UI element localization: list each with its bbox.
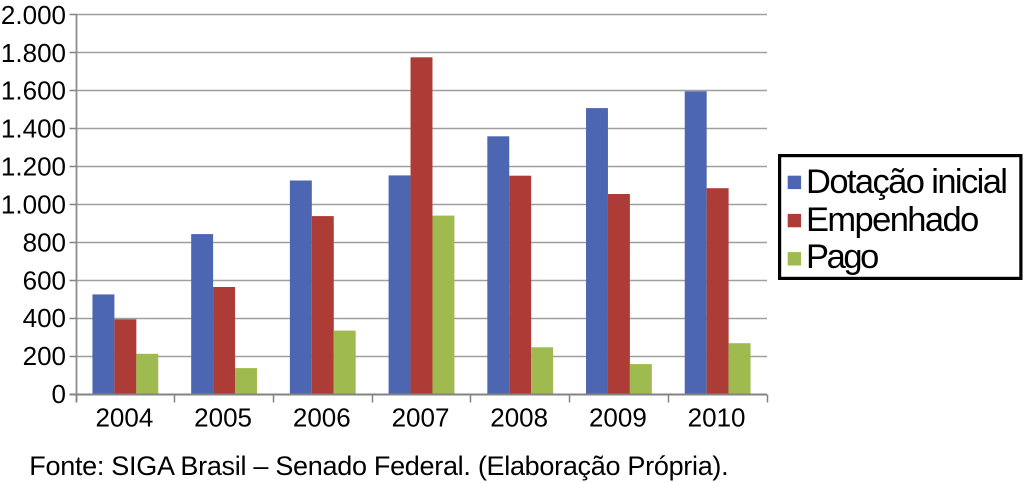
svg-text:2008: 2008 [490,403,548,433]
svg-text:1.600: 1.600 [1,76,66,106]
svg-text:2006: 2006 [293,403,351,433]
svg-text:1.000: 1.000 [1,189,66,219]
svg-text:2010: 2010 [688,403,746,433]
svg-text:2009: 2009 [589,403,647,433]
svg-text:1.800: 1.800 [1,38,66,68]
svg-text:2007: 2007 [392,403,450,433]
svg-text:2005: 2005 [194,403,252,433]
svg-text:Empenhado: Empenhado [806,201,978,239]
svg-text:0: 0 [52,379,66,409]
svg-text:Fonte: SIGA Brasil – Senado Fe: Fonte: SIGA Brasil – Senado Federal. (El… [29,451,728,481]
svg-text:1.200: 1.200 [1,152,66,182]
svg-text:2.000: 2.000 [1,0,66,30]
svg-text:200: 200 [23,341,66,371]
svg-text:Pago: Pago [806,238,878,276]
svg-text:400: 400 [23,303,66,333]
svg-text:1.400: 1.400 [1,114,66,144]
svg-text:2004: 2004 [95,403,153,433]
svg-text:Dotação inicial: Dotação inicial [806,163,1006,201]
svg-text:600: 600 [23,265,66,295]
svg-text:800: 800 [23,227,66,257]
